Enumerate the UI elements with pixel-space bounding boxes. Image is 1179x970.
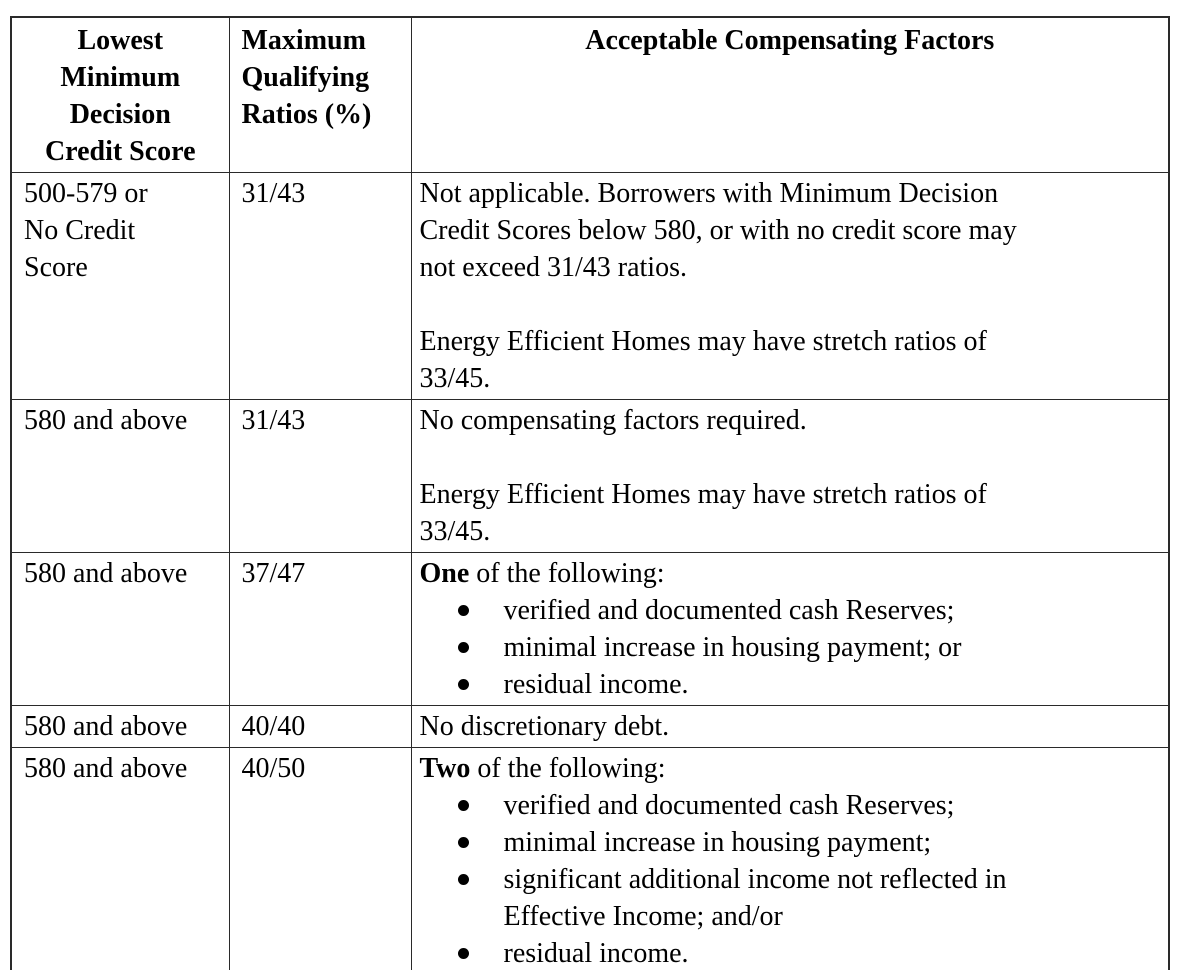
lead-rest: of the following: — [469, 558, 665, 589]
factors-paragraph: No discretionary debt. — [419, 711, 670, 742]
factors-lead-line: Two of the following: — [420, 750, 1157, 787]
ratio-cell: 31/43 — [228, 172, 412, 400]
bullet-item: residual income. — [420, 935, 1157, 970]
ratio-cell: 37/47 — [228, 552, 412, 706]
factors-paragraph: Not applicable. Borrowers with Minimum D… — [419, 178, 1017, 283]
credit-score-cell: 580 and above — [10, 747, 230, 970]
table-row: 500-579 or No Credit Score 31/43 Not app… — [10, 172, 1170, 400]
table-row: 580 and above 37/47 One of the following… — [10, 552, 1170, 706]
bullet-list: verified and documented cash Reserves; m… — [420, 787, 1157, 970]
table-row: 580 and above 40/40 No discretionary deb… — [10, 705, 1170, 748]
credit-score-cell: 580 and above — [10, 552, 230, 706]
lead-word: Two — [419, 753, 471, 784]
qualifying-ratios-table: Lowest Minimum Decision Credit Score Max… — [10, 16, 1170, 970]
table-row: 580 and above 40/50 Two of the following… — [10, 747, 1170, 970]
bullet-item: residual income. — [420, 666, 1157, 703]
factors-lead-line: One of the following: — [420, 555, 1157, 592]
ratio-cell: 40/40 — [228, 705, 412, 748]
factors-cell: One of the following: verified and docum… — [410, 552, 1170, 706]
header-compensating-factors: Acceptable Compensating Factors — [410, 16, 1170, 173]
factors-cell: Two of the following: verified and docum… — [410, 747, 1170, 970]
factors-cell: No discretionary debt. — [410, 705, 1170, 748]
factors-cell: Not applicable. Borrowers with Minimum D… — [410, 172, 1170, 400]
ratio-cell: 40/50 — [228, 747, 412, 970]
header-qualifying-ratios: Maximum Qualifying Ratios (%) — [228, 16, 412, 173]
factors-paragraph: Energy Efficient Homes may have stretch … — [419, 326, 987, 394]
header-credit-score: Lowest Minimum Decision Credit Score — [10, 16, 230, 173]
factors-paragraph: No compensating factors required. — [419, 405, 807, 436]
lead-rest: of the following: — [470, 753, 666, 784]
ratio-cell: 31/43 — [228, 399, 412, 553]
table-row: 580 and above 31/43 No compensating fact… — [10, 399, 1170, 553]
header-row: Lowest Minimum Decision Credit Score Max… — [10, 16, 1170, 173]
bullet-item: minimal increase in housing payment; — [420, 824, 1157, 861]
bullet-item: verified and documented cash Reserves; — [420, 592, 1157, 629]
factors-paragraph: Energy Efficient Homes may have stretch … — [419, 479, 987, 547]
credit-score-cell: 580 and above — [10, 399, 230, 553]
bullet-list: verified and documented cash Reserves; m… — [420, 592, 1157, 703]
bullet-item: significant additional income not reflec… — [420, 861, 1157, 935]
lead-word: One — [419, 558, 470, 589]
factors-cell: No compensating factors required. Energy… — [410, 399, 1170, 553]
bullet-item: verified and documented cash Reserves; — [420, 787, 1157, 824]
credit-score-cell: 500-579 or No Credit Score — [10, 172, 230, 400]
bullet-item: minimal increase in housing payment; or — [420, 629, 1157, 666]
credit-score-cell: 580 and above — [10, 705, 230, 748]
